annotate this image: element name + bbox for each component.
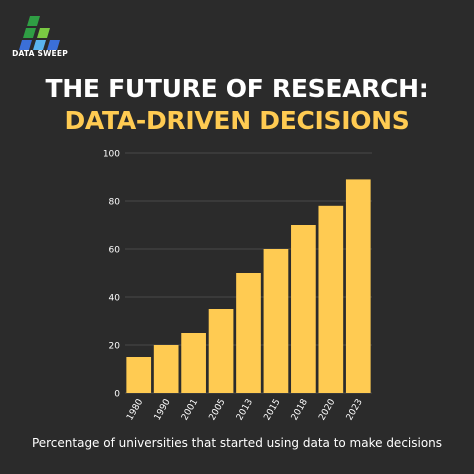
bar	[291, 225, 316, 393]
x-tick-label: 1980	[125, 397, 145, 422]
y-tick-label: 60	[109, 246, 121, 256]
x-tick-label: 2001	[180, 398, 200, 423]
y-tick-label: 100	[103, 150, 120, 160]
x-tick-label: 2013	[235, 398, 255, 423]
bar	[236, 273, 261, 393]
title-line-1: THE FUTURE OF RESEARCH:	[45, 74, 429, 103]
x-tick-label: 2005	[208, 398, 228, 423]
x-tick-label: 2023	[345, 398, 365, 423]
brand-name: DATA SWEEP	[12, 49, 68, 58]
logo-tile-green-mid	[23, 28, 36, 38]
x-tick-label: 2020	[317, 397, 337, 422]
data-sweep-logo	[19, 16, 60, 50]
bar	[318, 205, 344, 393]
x-tick-label: 2015	[262, 398, 282, 423]
title-line-2: DATA-DRIVEN DECISIONS	[64, 106, 410, 135]
logo-tile-blue-left	[19, 40, 32, 50]
logo-tile-lightgreen	[37, 28, 50, 38]
chart-caption: Percentage of universities that started …	[31, 436, 443, 450]
x-tick-label: 1990	[153, 397, 173, 422]
bar	[208, 309, 234, 393]
bar	[263, 249, 289, 393]
bar	[153, 345, 179, 393]
bar	[126, 357, 152, 393]
logo-tile-blue-right	[47, 40, 60, 50]
y-tick-label: 20	[109, 342, 121, 352]
y-tick-label: 80	[109, 198, 121, 208]
y-tick-label: 0	[114, 390, 120, 400]
x-tick-label: 2018	[290, 397, 310, 422]
bar	[181, 333, 206, 393]
logo-tile-green-top	[27, 16, 40, 26]
y-tick-label: 40	[109, 294, 121, 304]
logo-tile-lightblue	[33, 40, 46, 50]
bar	[345, 179, 371, 393]
